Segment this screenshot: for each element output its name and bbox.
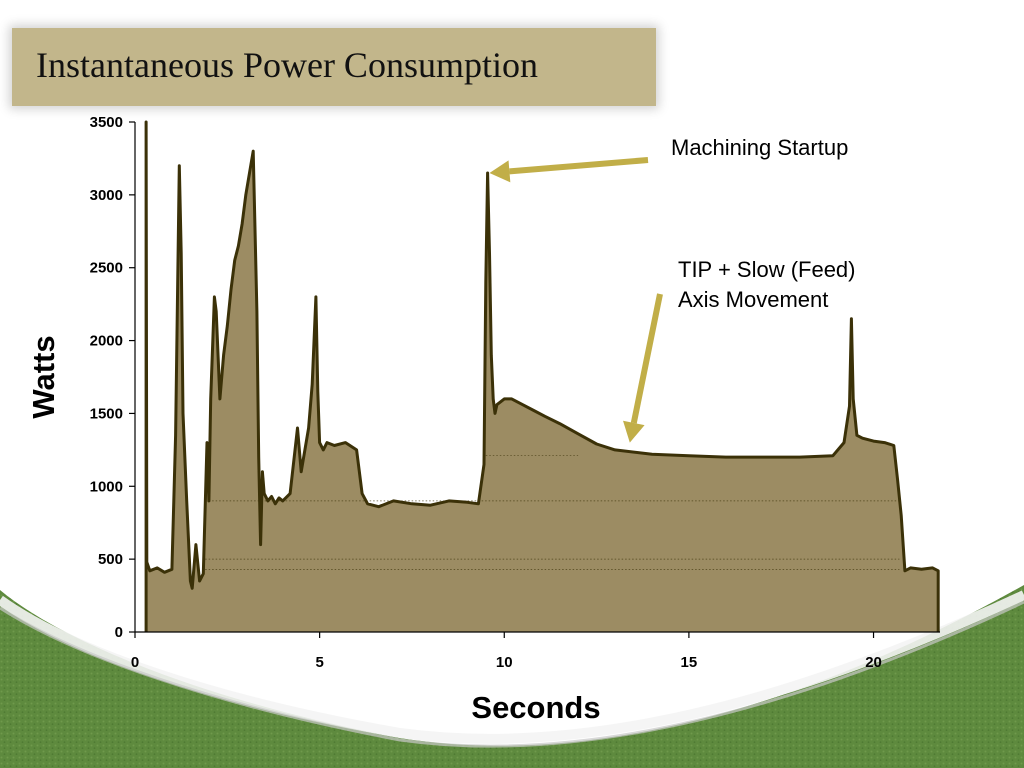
y-tick-label: 1500 xyxy=(90,405,123,422)
y-tick-label: 3500 xyxy=(90,114,123,131)
y-tick-label: 0 xyxy=(115,624,123,641)
white-swoosh-edge xyxy=(0,590,1024,744)
y-axis-ticks: 0 500 1000 1500 2000 2500 3000 3500 xyxy=(90,114,135,641)
x-tick-label: 0 xyxy=(131,654,139,671)
annotation-tip-arrowhead xyxy=(623,420,645,443)
annotation-machining-text: Machining Startup xyxy=(671,135,848,160)
axes xyxy=(134,122,940,633)
annotation-machining-arrow xyxy=(509,157,649,175)
y-tick-label: 1000 xyxy=(90,478,123,495)
title-bar: Instantaneous Power Consumption xyxy=(12,28,656,106)
x-tick-label: 15 xyxy=(681,654,698,671)
y-tick-label: 2500 xyxy=(90,260,123,277)
x-axis-ticks: 0 5 10 15 20 xyxy=(131,632,882,671)
power-line xyxy=(144,120,940,632)
x-tick-label: 20 xyxy=(865,654,882,671)
annotation-tip-text: TIP + Slow (Feed) xyxy=(678,257,856,282)
plot-area xyxy=(144,120,940,632)
x-tick-label: 10 xyxy=(496,654,513,671)
annotations: Machining Startup TIP + Slow (Feed) Axis M… xyxy=(489,135,856,443)
y-tick-label: 3000 xyxy=(90,187,123,204)
slide-title: Instantaneous Power Consumption xyxy=(36,45,538,85)
annotation-tip-arrow xyxy=(630,293,663,424)
reference-lines xyxy=(205,455,900,570)
x-axis-title: Seconds xyxy=(471,690,600,725)
green-band xyxy=(0,585,1024,768)
annotation-machining-arrowhead xyxy=(489,160,511,183)
power-area xyxy=(146,122,939,632)
annotation-tip-text: Axis Movement xyxy=(678,287,828,312)
y-tick-label: 2000 xyxy=(90,333,123,350)
x-tick-label: 5 xyxy=(315,654,323,671)
y-tick-label: 500 xyxy=(98,551,123,568)
grey-swoosh-edge xyxy=(0,600,1024,748)
y-axis-title: Watts xyxy=(26,335,61,418)
